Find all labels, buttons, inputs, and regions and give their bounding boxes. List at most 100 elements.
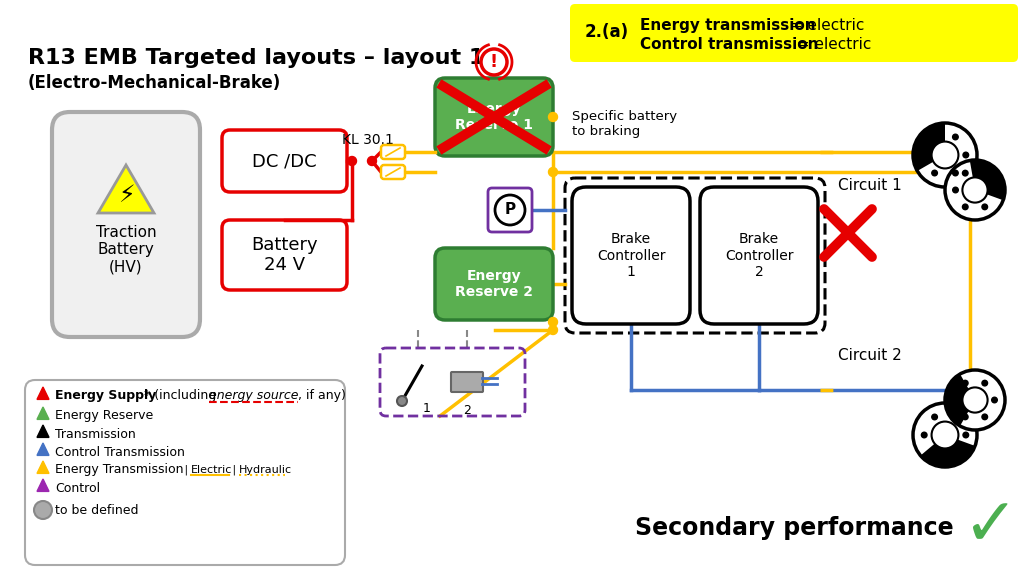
Circle shape <box>963 388 987 412</box>
Circle shape <box>952 450 958 456</box>
Text: (Electro-Mechanical-Brake): (Electro-Mechanical-Brake) <box>28 74 282 92</box>
Text: Energy Transmission: Energy Transmission <box>55 464 183 476</box>
Circle shape <box>397 396 407 406</box>
Circle shape <box>963 414 968 420</box>
Text: R13 EMB Targeted layouts – layout 1a: R13 EMB Targeted layouts – layout 1a <box>28 48 500 68</box>
Circle shape <box>932 450 937 456</box>
FancyBboxPatch shape <box>488 188 532 232</box>
Wedge shape <box>945 374 975 426</box>
Polygon shape <box>37 461 49 473</box>
Text: * (including: * (including <box>140 389 220 403</box>
Text: !: ! <box>489 53 498 71</box>
Text: ✓: ✓ <box>963 493 1018 559</box>
Circle shape <box>549 168 557 176</box>
FancyBboxPatch shape <box>222 130 347 192</box>
Circle shape <box>932 170 937 176</box>
Circle shape <box>952 170 958 176</box>
Circle shape <box>913 123 977 187</box>
Circle shape <box>952 414 958 420</box>
Circle shape <box>952 397 958 403</box>
Text: Transmission: Transmission <box>55 427 136 441</box>
Text: Secondary performance: Secondary performance <box>635 516 953 540</box>
Polygon shape <box>37 425 49 437</box>
FancyBboxPatch shape <box>381 165 406 179</box>
Text: Energy Reserve: Energy Reserve <box>55 410 154 423</box>
Text: to be defined: to be defined <box>55 505 138 517</box>
Text: 1: 1 <box>423 401 431 415</box>
FancyBboxPatch shape <box>381 145 406 159</box>
Circle shape <box>991 187 997 193</box>
Text: Energy Supply: Energy Supply <box>55 389 157 403</box>
Circle shape <box>495 195 525 225</box>
Text: P: P <box>505 203 515 218</box>
Wedge shape <box>921 435 975 467</box>
Circle shape <box>952 187 958 193</box>
Circle shape <box>932 414 937 420</box>
Circle shape <box>549 325 557 335</box>
Circle shape <box>922 152 927 158</box>
Circle shape <box>963 380 968 386</box>
Circle shape <box>945 160 1005 220</box>
Text: Brake
Controller
1: Brake Controller 1 <box>597 232 666 279</box>
Circle shape <box>982 170 987 176</box>
Text: Electric: Electric <box>191 465 232 475</box>
Polygon shape <box>98 165 154 213</box>
FancyBboxPatch shape <box>700 187 818 324</box>
Text: 2.(a): 2.(a) <box>585 23 629 41</box>
Polygon shape <box>37 387 49 399</box>
Text: = electric: = electric <box>785 18 864 33</box>
Text: energy source: energy source <box>209 389 299 403</box>
Text: DC /DC: DC /DC <box>252 152 316 170</box>
FancyBboxPatch shape <box>25 380 345 565</box>
Circle shape <box>991 397 997 403</box>
Circle shape <box>963 432 969 438</box>
FancyBboxPatch shape <box>435 78 553 156</box>
Text: Energy
Reserve 2: Energy Reserve 2 <box>455 269 534 299</box>
Wedge shape <box>970 160 1005 200</box>
Circle shape <box>922 432 927 438</box>
Text: ⚡: ⚡ <box>118 183 134 207</box>
Circle shape <box>932 134 937 140</box>
Text: Control: Control <box>55 482 100 495</box>
Polygon shape <box>37 407 49 419</box>
FancyBboxPatch shape <box>451 372 483 392</box>
Text: Energy
Reserve 1: Energy Reserve 1 <box>455 102 534 132</box>
Text: |: | <box>229 465 237 475</box>
Circle shape <box>932 422 958 449</box>
Circle shape <box>952 134 958 140</box>
Circle shape <box>963 177 987 203</box>
Circle shape <box>963 170 968 176</box>
Circle shape <box>982 204 987 210</box>
Circle shape <box>549 112 557 122</box>
FancyBboxPatch shape <box>572 187 690 324</box>
Text: Energy transmission: Energy transmission <box>640 18 816 33</box>
FancyBboxPatch shape <box>570 4 1018 62</box>
Circle shape <box>963 152 969 158</box>
Text: , if any): , if any) <box>298 389 346 403</box>
Polygon shape <box>37 443 49 456</box>
Text: Specific battery
to braking: Specific battery to braking <box>572 110 677 138</box>
Text: Hydraulic: Hydraulic <box>239 465 292 475</box>
Wedge shape <box>913 123 945 171</box>
Circle shape <box>982 380 987 386</box>
Circle shape <box>34 501 52 519</box>
FancyBboxPatch shape <box>222 220 347 290</box>
Circle shape <box>913 403 977 467</box>
Polygon shape <box>37 479 49 491</box>
FancyBboxPatch shape <box>435 248 553 320</box>
Text: 2: 2 <box>463 404 471 416</box>
Text: Control Transmission: Control Transmission <box>55 445 185 458</box>
Circle shape <box>481 49 507 75</box>
Circle shape <box>982 414 987 420</box>
Text: Traction
Battery
(HV): Traction Battery (HV) <box>95 225 157 275</box>
Text: Battery
24 V: Battery 24 V <box>251 236 317 274</box>
FancyBboxPatch shape <box>52 112 200 337</box>
Text: KL 30.1: KL 30.1 <box>342 133 394 147</box>
Circle shape <box>368 157 377 165</box>
Circle shape <box>549 317 557 327</box>
Circle shape <box>945 370 1005 430</box>
Text: |: | <box>181 465 188 475</box>
Circle shape <box>932 142 958 168</box>
Text: Control transmission: Control transmission <box>640 37 818 52</box>
Text: Circuit 1: Circuit 1 <box>838 177 902 192</box>
